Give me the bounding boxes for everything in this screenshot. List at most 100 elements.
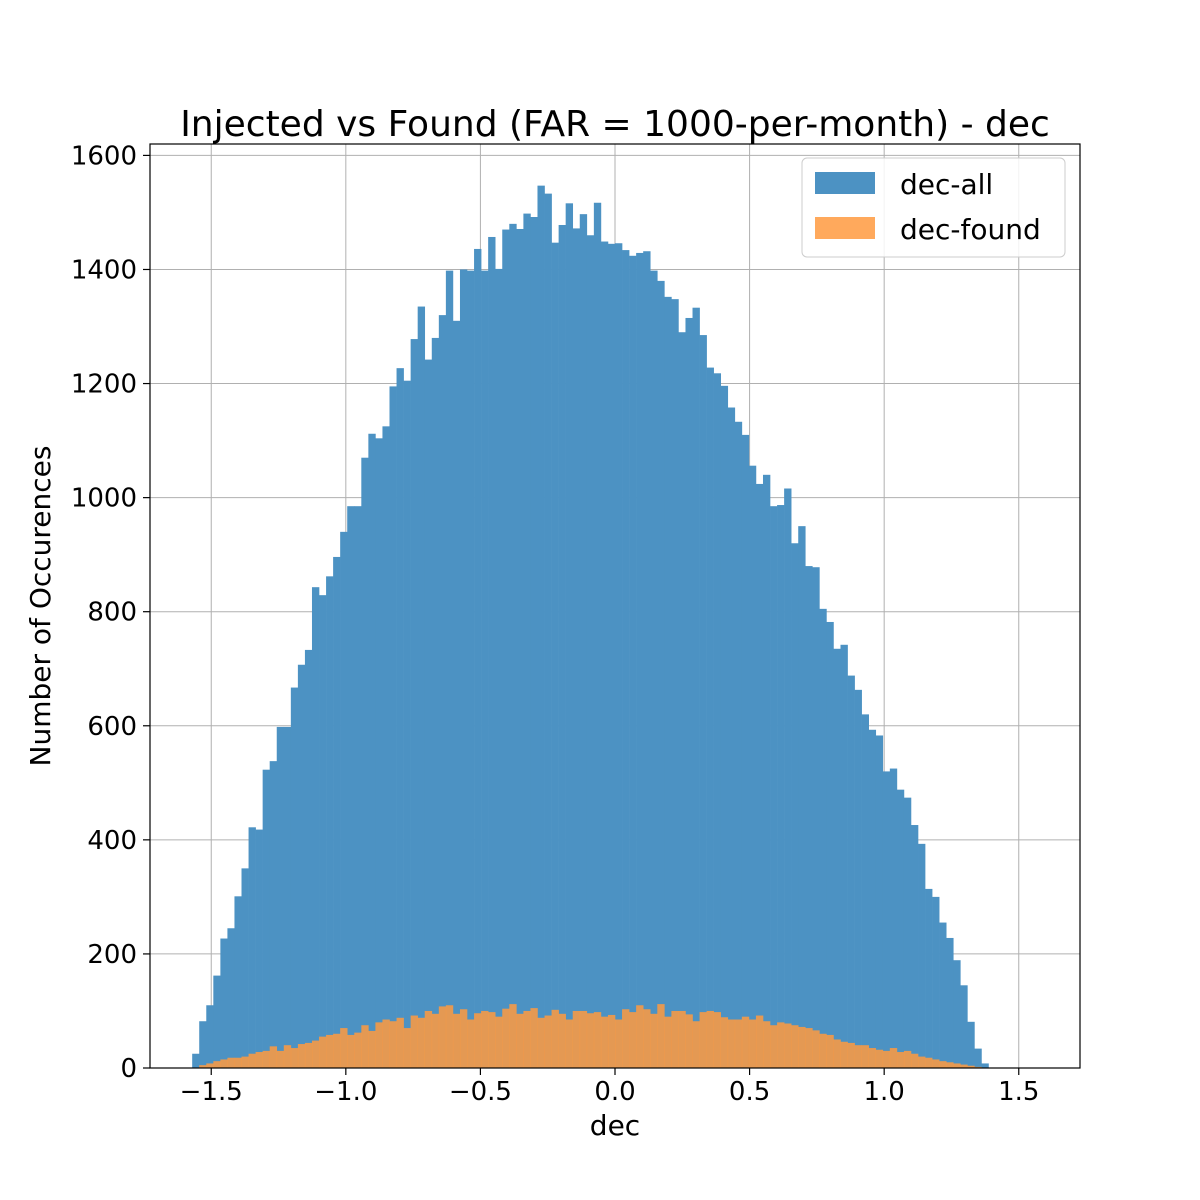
bar-dec-found-34 (431, 1013, 440, 1068)
bar-dec-found-33 (424, 1010, 433, 1068)
bar-dec-found-61 (622, 1009, 630, 1068)
bar-dec-found-100 (896, 1052, 905, 1068)
bar-dec-found-99 (889, 1048, 898, 1068)
bar-dec-found-30 (403, 1028, 411, 1068)
y-tick-label-6: 1200 (71, 370, 137, 400)
bar-dec-all-19 (326, 576, 334, 1068)
bar-dec-found-84 (784, 1023, 792, 1068)
bar-dec-found-83 (777, 1022, 785, 1068)
bar-dec-all-61 (622, 250, 630, 1069)
bar-dec-found-76 (727, 1019, 736, 1068)
bar-dec-found-36 (445, 1005, 454, 1068)
bar-dec-found-108 (953, 1063, 961, 1068)
bar-dec-found-67 (664, 1016, 672, 1068)
bar-dec-all-106 (939, 922, 947, 1068)
bar-dec-found-12 (276, 1050, 285, 1068)
bar-dec-found-104 (925, 1057, 933, 1068)
bar-dec-all-1 (199, 1021, 207, 1068)
bar-dec-found-37 (452, 1013, 461, 1068)
bar-dec-all-67 (664, 296, 672, 1068)
bar-dec-found-102 (910, 1053, 919, 1068)
y-tick-label-0: 0 (120, 1054, 137, 1084)
bar-dec-found-68 (671, 1010, 679, 1068)
y-axis-label: Number of Occurences (24, 446, 57, 767)
bar-dec-all-37 (452, 320, 461, 1068)
bar-dec-all-49 (537, 185, 545, 1069)
bar-dec-all-4 (220, 938, 228, 1068)
y-tick-label-1: 200 (87, 940, 137, 970)
bar-dec-found-86 (798, 1026, 806, 1068)
x-tick-label-3: 0.0 (594, 1077, 635, 1107)
bar-dec-found-17 (311, 1040, 320, 1068)
bar-dec-found-41 (481, 1010, 489, 1068)
bar-dec-all-81 (762, 474, 771, 1068)
bar-dec-found-97 (875, 1049, 884, 1068)
bar-dec-all-93 (847, 675, 855, 1068)
bar-dec-all-21 (340, 531, 348, 1068)
bar-dec-found-24 (361, 1025, 369, 1068)
bar-dec-found-80 (755, 1015, 764, 1068)
bar-dec-found-46 (516, 1013, 524, 1068)
bar-dec-found-22 (347, 1034, 355, 1068)
bar-dec-found-10 (262, 1050, 270, 1068)
bar-dec-all-8 (248, 827, 256, 1068)
bar-dec-all-68 (671, 299, 679, 1068)
bar-dec-found-29 (396, 1017, 404, 1068)
bar-dec-all-51 (551, 242, 559, 1068)
bar-dec-found-62 (629, 1012, 637, 1068)
bar-dec-found-45 (509, 1004, 517, 1068)
bar-dec-all-45 (509, 223, 517, 1068)
bar-dec-found-96 (868, 1048, 877, 1068)
bar-dec-all-102 (910, 825, 919, 1068)
bar-dec-found-58 (600, 1016, 609, 1068)
bar-dec-found-78 (741, 1016, 750, 1068)
bar-dec-all-25 (368, 433, 376, 1068)
bar-dec-all-36 (445, 270, 454, 1069)
bar-dec-found-77 (734, 1019, 743, 1068)
bar-dec-found-6 (234, 1057, 242, 1068)
bar-dec-found-4 (220, 1059, 228, 1068)
bar-dec-all-108 (953, 960, 961, 1068)
bar-dec-all-69 (678, 332, 686, 1068)
bar-dec-found-72 (699, 1012, 707, 1068)
y-tick-label-2: 400 (87, 826, 137, 856)
bar-dec-found-90 (826, 1034, 834, 1068)
bar-dec-found-85 (791, 1025, 799, 1068)
bar-dec-found-44 (502, 1008, 510, 1068)
chart-title: Injected vs Found (FAR = 1000-per-month)… (180, 104, 1050, 145)
bar-dec-all-86 (798, 526, 806, 1068)
bar-dec-all-31 (410, 339, 418, 1069)
x-axis: −1.5 −1.0 −0.5 0.0 0.5 1.0 1.5 (180, 1068, 1039, 1107)
bar-dec-all-17 (311, 587, 320, 1068)
bar-dec-found-55 (579, 1010, 588, 1068)
bar-dec-found-2 (206, 1063, 214, 1068)
bar-dec-all-98 (882, 771, 891, 1068)
bar-dec-all-50 (544, 193, 552, 1069)
bar-dec-all-100 (896, 789, 905, 1068)
bar-dec-all-63 (636, 252, 644, 1068)
bar-dec-found-64 (643, 1009, 651, 1068)
bar-dec-all-103 (918, 843, 926, 1068)
bar-dec-found-26 (375, 1022, 383, 1068)
bar-dec-all-41 (481, 270, 489, 1069)
y-axis: 0 200 400 600 800 1000 1200 1400 1600 (71, 141, 150, 1084)
bar-dec-all-105 (932, 896, 940, 1068)
bar-dec-all-94 (854, 689, 862, 1068)
bar-dec-all-76 (727, 407, 736, 1068)
bar-dec-all-78 (741, 434, 750, 1068)
bar-dec-found-5 (227, 1057, 235, 1068)
bar-dec-all-2 (206, 1005, 214, 1068)
bar-dec-all-101 (903, 797, 912, 1068)
bar-dec-all-20 (333, 556, 341, 1068)
bar-dec-all-9 (255, 829, 263, 1068)
bar-dec-found-18 (319, 1036, 327, 1068)
bar-dec-all-70 (685, 317, 693, 1068)
bar-dec-all-14 (290, 687, 299, 1068)
legend: dec-all dec-found (801, 157, 1066, 258)
bar-dec-all-40 (474, 248, 482, 1069)
bar-dec-all-96 (868, 729, 877, 1068)
bar-dec-found-21 (340, 1028, 348, 1068)
bar-dec-found-56 (586, 1013, 595, 1068)
bar-dec-found-48 (530, 1008, 538, 1068)
bar-dec-all-62 (629, 255, 637, 1068)
